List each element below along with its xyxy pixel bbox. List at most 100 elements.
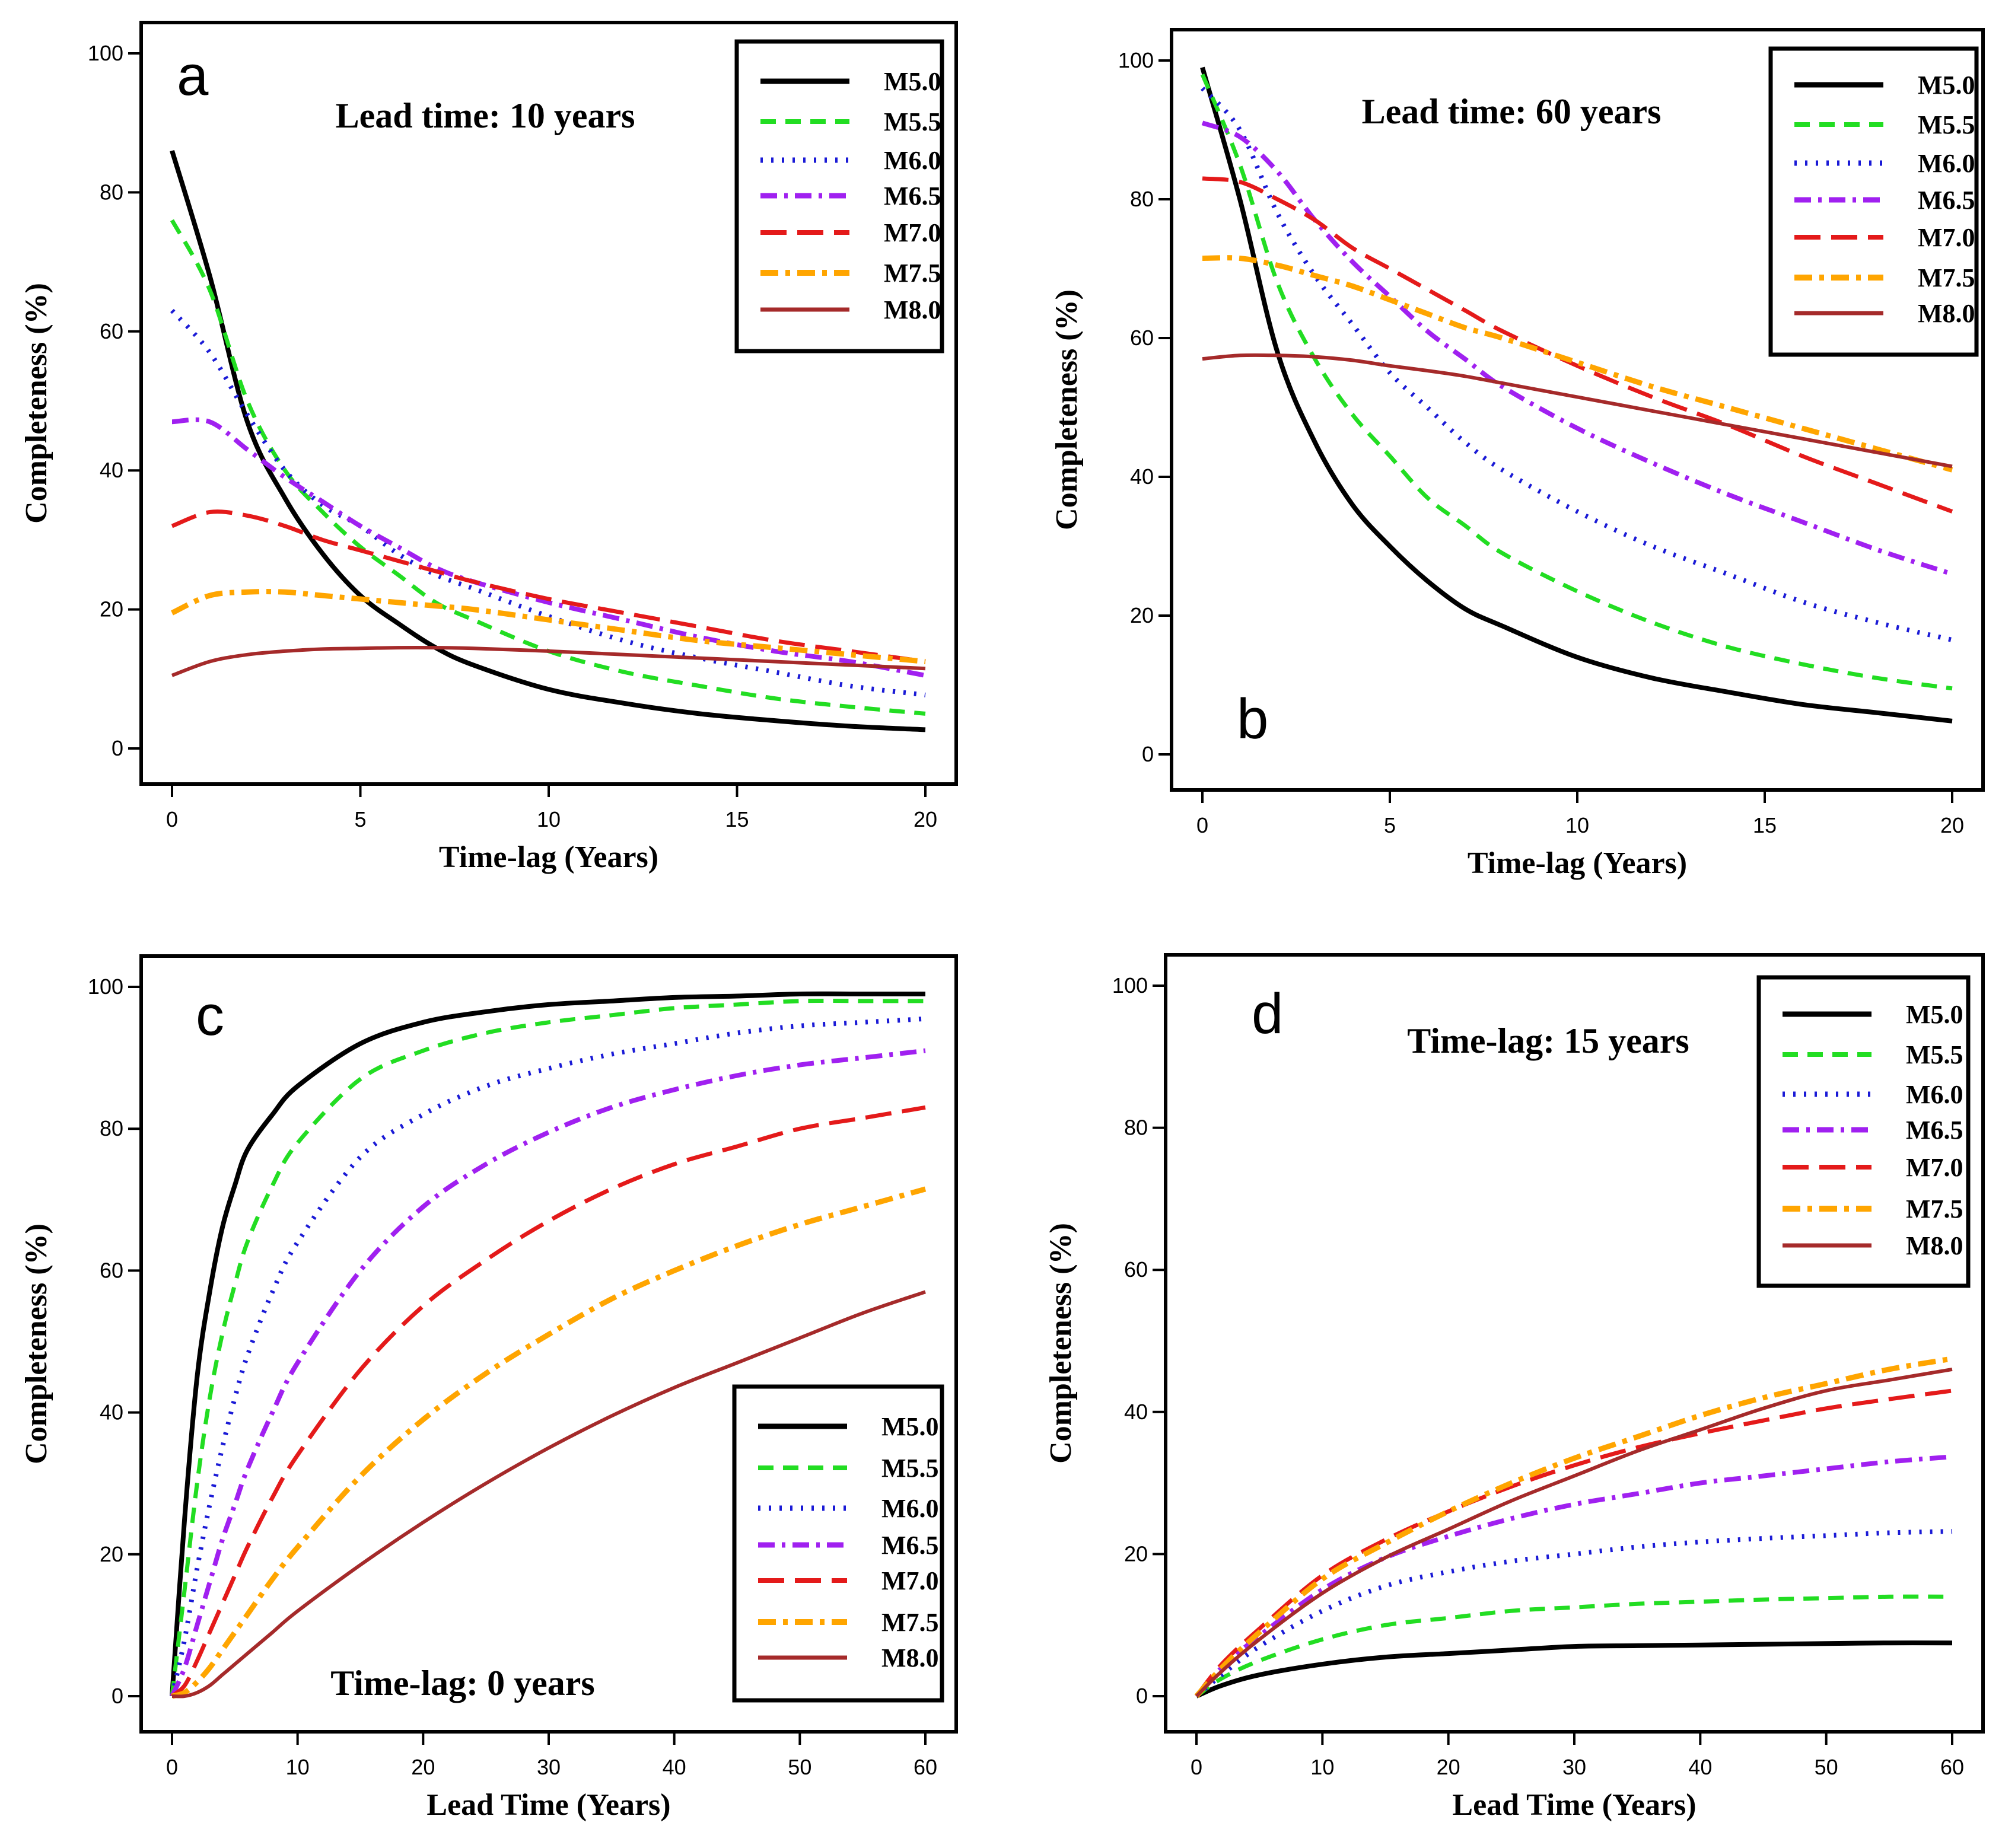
legend-label: M8.0 [881,1643,939,1672]
y-tick-label: 60 [1124,1257,1148,1282]
y-tick-label: 20 [100,597,123,622]
x-tick-label: 60 [914,1755,937,1779]
panel-annotation: Lead time: 10 years [336,96,635,135]
series-line-m8-0 [171,1290,926,1699]
legend-label: M5.0 [1918,71,1975,100]
panel-annotation: Lead time: 60 years [1362,92,1662,131]
legend-label: M7.5 [881,1608,939,1637]
x-axis-label: Lead Time (Years) [427,1788,670,1822]
legend: M5.0 M5.5 M6.0 M6.5 M7.0 M7.5 M8.0 [734,39,944,353]
series-line-m5-0 [1200,66,1953,724]
x-tick-label: 10 [1565,813,1589,837]
x-tick-label: 40 [663,1755,686,1779]
series-line-m6-0 [1195,1529,1953,1699]
y-axis-label: Completeness (%) [1044,1223,1078,1464]
series-line-m5-5 [1195,1594,1953,1698]
panel-d: 0 20 40 60 80 100 0 10 20 30 40 50 60 Lead Time (Year… [1044,953,1985,1822]
x-tick-label: 5 [354,807,366,831]
legend-label: M8.0 [1906,1231,1963,1260]
y-tick-label: 40 [1130,464,1154,489]
series-line-m5-5 [1200,74,1953,691]
y-tick-label: 40 [1124,1400,1148,1424]
series-line-m5-5 [170,998,925,1697]
series-line-m8-0 [1202,353,1953,469]
x-tick-label: 50 [788,1755,811,1779]
legend-label: M8.0 [1918,299,1975,328]
y-tick-label: 100 [1118,48,1154,72]
x-tick-label: 60 [1940,1755,1964,1779]
x-tick-label: 5 [1384,813,1396,837]
series-line-m7-5 [1202,255,1953,473]
series-line-m7-5 [171,1186,927,1699]
y-tick-label: 100 [88,41,123,65]
y-tick-label: 20 [1130,603,1154,627]
x-tick-label: 10 [1310,1755,1334,1779]
series-line-m6-5 [171,417,926,678]
x-axis-label: Lead Time (Years) [1452,1788,1696,1822]
series-line-m7-0 [171,509,926,664]
x-tick-label: 15 [1753,813,1777,837]
x-tick-label: 10 [286,1755,310,1779]
legend-label: M7.0 [1918,223,1975,252]
y-axis-label: Completeness (%) [1050,289,1084,530]
y-tick-label: 0 [112,1684,123,1708]
panel-letter: d [1252,982,1283,1046]
legend-label: M6.0 [881,1494,939,1523]
x-tick-label: 0 [1196,813,1208,837]
x-tick-label: 15 [725,807,749,831]
legend-label: M5.5 [881,1454,939,1483]
legend-label: M6.5 [881,1531,939,1560]
x-axis-label: Time-lag (Years) [439,840,658,874]
legend-label: M6.0 [1906,1080,1963,1109]
x-axis-label: Time-lag (Years) [1468,846,1687,880]
y-tick-label: 60 [100,319,123,343]
legend: M5.0 M5.5 M6.0 M6.5 M7.0 M7.5 M8.0 [732,1384,944,1703]
x-tick-label: 40 [1688,1755,1712,1779]
y-tick-label: 20 [100,1542,123,1566]
series-line-m5-0 [1195,1640,1953,1699]
series-line-m6-5 [1201,120,1953,576]
panel-annotation: Time-lag: 15 years [1407,1021,1689,1060]
x-tick-label: 0 [1191,1755,1202,1779]
y-tick-label: 100 [88,974,123,999]
y-tick-label: 40 [100,458,123,482]
legend-label: M7.0 [884,218,941,247]
series-line-m8-0 [171,645,926,677]
y-tick-label: 80 [100,180,123,204]
y-tick-label: 80 [1130,187,1154,211]
x-tick-label: 10 [537,807,561,831]
y-tick-label: 20 [1124,1541,1148,1566]
y-tick-label: 60 [1130,326,1154,350]
legend-label: M5.5 [1906,1040,1963,1069]
y-tick-label: 100 [1112,973,1148,998]
panel-annotation: Time-lag: 0 years [330,1664,594,1703]
x-tick-label: 20 [914,807,937,831]
x-tick-label: 20 [1940,813,1964,837]
legend-label: M5.0 [884,67,941,96]
x-tick-label: 0 [166,807,178,831]
legend-label: M6.0 [884,146,941,175]
x-tick-label: 30 [537,1755,561,1779]
panel-b: 0 20 40 60 80 100 0 5 10 15 20 Time-lag (Years) Comp… [1050,28,1985,880]
legend-label: M7.0 [881,1566,939,1595]
y-tick-label: 40 [100,1400,123,1425]
legend: M5.0 M5.5 M6.0 M6.5 M7.0 M7.5 M8.0 [1756,975,1971,1288]
series-line-m7-0 [1202,176,1953,514]
legend-label: M8.0 [884,295,941,324]
y-tick-label: 60 [100,1258,123,1282]
panel-letter: a [177,44,209,107]
x-tick-label: 0 [166,1755,178,1779]
y-tick-label: 80 [1124,1116,1148,1140]
legend-label: M5.5 [1918,110,1975,139]
y-tick-label: 0 [1136,1684,1148,1708]
legend-label: M5.0 [1906,1000,1963,1029]
y-axis-label: Completeness (%) [20,1223,53,1464]
legend-label: M6.0 [1918,149,1975,178]
legend-label: M7.5 [1906,1194,1963,1223]
series-line-m7-5 [171,589,926,664]
panel-letter: b [1237,687,1268,751]
panel-letter: c [196,984,224,1047]
y-tick-label: 80 [100,1116,123,1140]
y-axis-label: Completeness (%) [20,283,53,524]
